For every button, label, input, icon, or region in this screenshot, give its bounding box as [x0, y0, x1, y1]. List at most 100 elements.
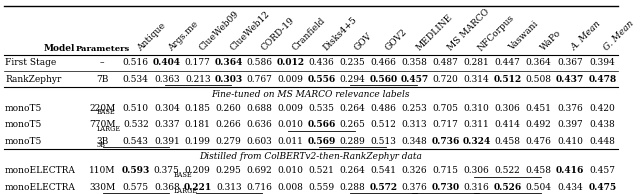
Text: 0.556: 0.556: [308, 74, 336, 84]
Text: 0.414: 0.414: [495, 120, 520, 129]
Text: 0.560: 0.560: [369, 74, 397, 84]
Text: 0.705: 0.705: [433, 104, 459, 113]
Text: 0.543: 0.543: [123, 137, 148, 146]
Text: monoT5: monoT5: [5, 120, 42, 129]
Text: 0.279: 0.279: [216, 137, 241, 146]
Text: 0.181: 0.181: [185, 120, 211, 129]
Text: 0.603: 0.603: [247, 137, 273, 146]
Text: 0.575: 0.575: [123, 183, 149, 192]
Text: 0.420: 0.420: [589, 104, 615, 113]
Text: 0.510: 0.510: [123, 104, 148, 113]
Text: 0.572: 0.572: [369, 183, 397, 192]
Text: 0.314: 0.314: [464, 74, 490, 84]
Text: 0.438: 0.438: [589, 120, 615, 129]
Text: monoELECTRA: monoELECTRA: [5, 183, 76, 192]
Text: 0.177: 0.177: [185, 58, 211, 67]
Text: Parameters: Parameters: [75, 45, 129, 53]
Text: ClueWeb12: ClueWeb12: [228, 10, 272, 53]
Text: 0.313: 0.313: [402, 120, 428, 129]
Text: 0.692: 0.692: [247, 166, 273, 175]
Text: 0.586: 0.586: [246, 58, 273, 67]
Text: 0.235: 0.235: [340, 58, 365, 67]
Text: 0.306: 0.306: [464, 166, 490, 175]
Text: 0.475: 0.475: [588, 183, 616, 192]
Text: 0.289: 0.289: [340, 137, 365, 146]
Text: Cranfield: Cranfield: [291, 16, 327, 53]
Text: 0.486: 0.486: [371, 104, 397, 113]
Text: monoT5: monoT5: [5, 137, 42, 146]
Text: LARGE: LARGE: [97, 125, 121, 133]
Text: LARGE: LARGE: [173, 187, 197, 194]
Text: 3B: 3B: [96, 137, 108, 146]
Text: 0.736: 0.736: [431, 137, 460, 146]
Text: 0.324: 0.324: [463, 137, 491, 146]
Text: 0.364: 0.364: [525, 58, 552, 67]
Text: 0.281: 0.281: [464, 58, 490, 67]
Text: 770M: 770M: [89, 120, 116, 129]
Text: A. Mean: A. Mean: [570, 20, 604, 53]
Text: 0.458: 0.458: [495, 137, 520, 146]
Text: 0.504: 0.504: [525, 183, 552, 192]
Text: 0.448: 0.448: [589, 137, 615, 146]
Text: 0.566: 0.566: [307, 120, 336, 129]
Text: 0.304: 0.304: [154, 104, 180, 113]
Text: 0.313: 0.313: [216, 183, 241, 192]
Text: RankZephyr: RankZephyr: [5, 74, 61, 84]
Text: 0.337: 0.337: [154, 120, 180, 129]
Text: 0.009: 0.009: [278, 104, 303, 113]
Text: 0.457: 0.457: [589, 166, 615, 175]
Text: 0.451: 0.451: [525, 104, 552, 113]
Text: 0.512: 0.512: [371, 120, 397, 129]
Text: 0.535: 0.535: [308, 104, 335, 113]
Text: Vaswani: Vaswani: [508, 20, 540, 53]
Text: 0.375: 0.375: [154, 166, 180, 175]
Text: 0.416: 0.416: [556, 166, 584, 175]
Text: 0.457: 0.457: [401, 74, 429, 84]
Text: BASE: BASE: [97, 108, 115, 116]
Text: 0.476: 0.476: [525, 137, 552, 146]
Text: 0.404: 0.404: [153, 58, 180, 67]
Text: G. Mean: G. Mean: [602, 19, 636, 53]
Text: GOV2: GOV2: [383, 28, 409, 53]
Text: 110M: 110M: [89, 166, 116, 175]
Text: First Stage: First Stage: [5, 58, 56, 67]
Text: 0.185: 0.185: [185, 104, 211, 113]
Text: 7B: 7B: [96, 74, 109, 84]
Text: 0.008: 0.008: [278, 183, 303, 192]
Text: 0.512: 0.512: [493, 74, 522, 84]
Text: Disks4+5: Disks4+5: [322, 15, 359, 53]
Text: 0.363: 0.363: [154, 74, 180, 84]
Text: WaPo: WaPo: [538, 29, 563, 53]
Text: GOV: GOV: [353, 32, 374, 53]
Text: 0.221: 0.221: [184, 183, 212, 192]
Text: 0.265: 0.265: [340, 120, 365, 129]
Text: monoELECTRA: monoELECTRA: [5, 166, 76, 175]
Text: MEDLINE: MEDLINE: [415, 13, 454, 53]
Text: monoT5: monoT5: [5, 104, 42, 113]
Text: 0.010: 0.010: [278, 166, 303, 175]
Text: 0.364: 0.364: [214, 58, 243, 67]
Text: 0.717: 0.717: [433, 120, 458, 129]
Text: 0.716: 0.716: [247, 183, 273, 192]
Text: 0.513: 0.513: [371, 137, 397, 146]
Text: 0.376: 0.376: [557, 104, 583, 113]
Text: 0.508: 0.508: [525, 74, 552, 84]
Text: 0.516: 0.516: [123, 58, 148, 67]
Text: 0.534: 0.534: [123, 74, 148, 84]
Text: 0.266: 0.266: [216, 120, 241, 129]
Text: 0.209: 0.209: [185, 166, 211, 175]
Text: 0.311: 0.311: [464, 120, 490, 129]
Text: Args.me: Args.me: [167, 19, 200, 53]
Text: 0.593: 0.593: [122, 166, 150, 175]
Text: 0.541: 0.541: [371, 166, 397, 175]
Text: 0.326: 0.326: [402, 166, 428, 175]
Text: 0.264: 0.264: [340, 166, 365, 175]
Text: 0.303: 0.303: [214, 74, 243, 84]
Text: 0.295: 0.295: [216, 166, 242, 175]
Text: 0.720: 0.720: [433, 74, 458, 84]
Text: 0.730: 0.730: [431, 183, 460, 192]
Text: 0.437: 0.437: [556, 74, 584, 84]
Text: 330M: 330M: [89, 183, 115, 192]
Text: ClueWeb09: ClueWeb09: [198, 10, 241, 53]
Text: 0.009: 0.009: [278, 74, 303, 84]
